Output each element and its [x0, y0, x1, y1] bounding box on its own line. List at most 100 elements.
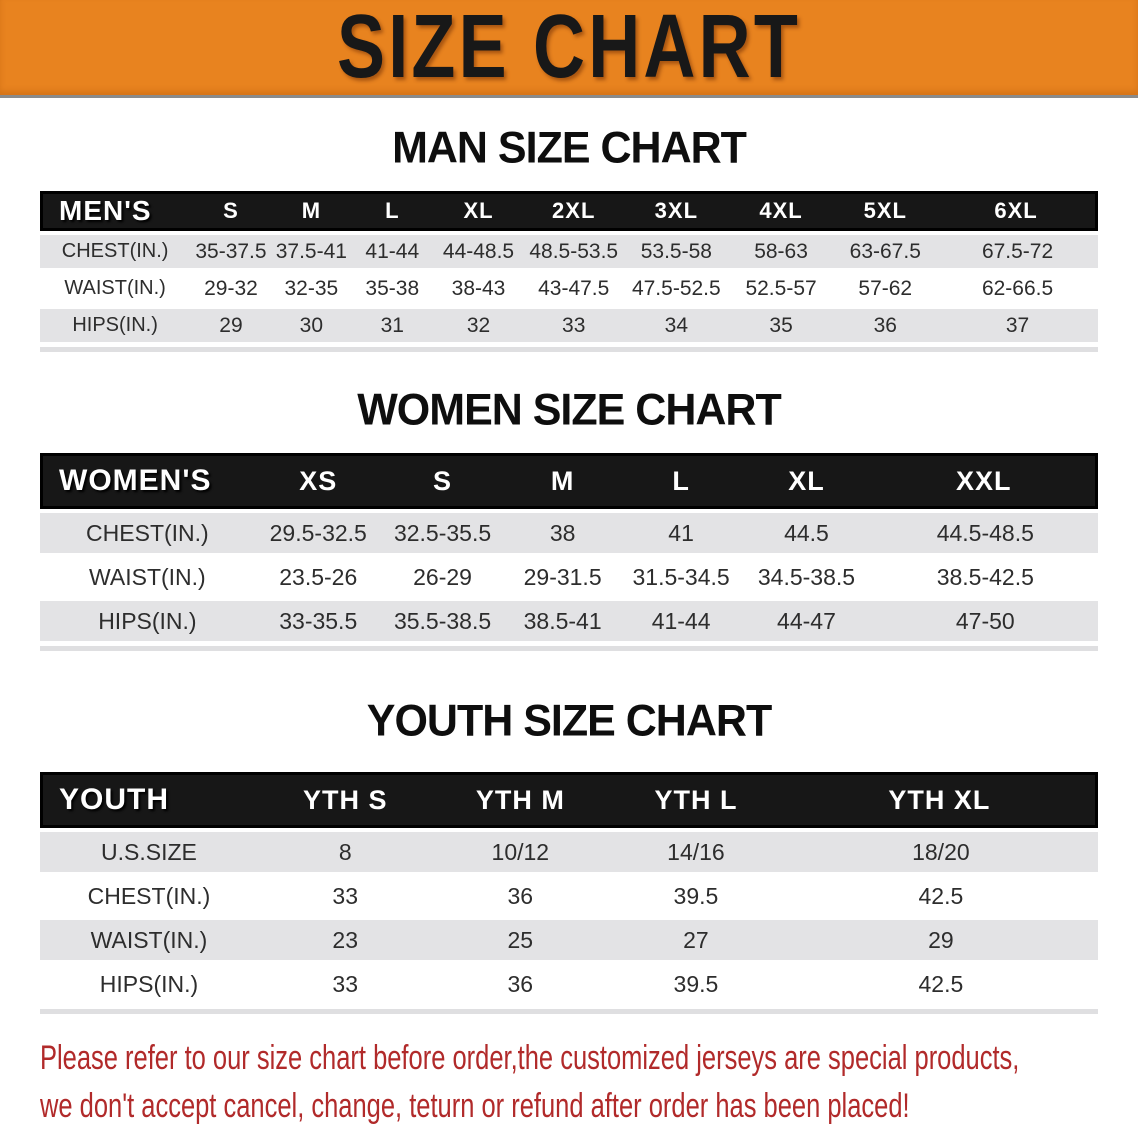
size-value-cell: 42.5: [783, 964, 1098, 1004]
size-column-header: YTH XL: [783, 772, 1098, 828]
women-waist-row: WAIST(IN.) 23.5-26 26-29 29-31.5 31.5-34…: [40, 557, 1098, 597]
women-size-table: WOMEN'S XS S M L XL XXL CHEST(IN.) 29.5-…: [40, 449, 1098, 645]
size-value-cell: 44-48.5: [433, 235, 524, 268]
youth-ussize-row: U.S.SIZE 8 10/12 14/16 18/20: [40, 832, 1098, 872]
row-label: CHEST(IN.): [40, 513, 255, 553]
size-value-cell: 38-43: [433, 272, 524, 305]
row-label: U.S.SIZE: [40, 832, 258, 872]
men-section-title: MAN SIZE CHART: [392, 123, 747, 173]
disclaimer-line-2: we don't accept cancel, change, teturn o…: [40, 1087, 910, 1125]
row-label: CHEST(IN.): [40, 876, 258, 916]
men-header-row: MEN'S S M L XL 2XL 3XL 4XL 5XL 6XL: [40, 191, 1098, 231]
size-value-cell: 44.5: [740, 513, 873, 553]
size-value-cell: 38.5-41: [503, 601, 622, 641]
size-value-cell: 42.5: [783, 876, 1098, 916]
size-value-cell: 29: [783, 920, 1098, 960]
size-value-cell: 37: [937, 309, 1098, 342]
size-value-cell: 29: [190, 309, 272, 342]
women-chest-row: CHEST(IN.) 29.5-32.5 32.5-35.5 38 41 44.…: [40, 513, 1098, 553]
size-value-cell: 41-44: [351, 235, 434, 268]
women-hips-row: HIPS(IN.) 33-35.5 35.5-38.5 38.5-41 41-4…: [40, 601, 1098, 641]
size-value-cell: 35: [728, 309, 834, 342]
size-value-cell: 38: [503, 513, 622, 553]
size-column-header: S: [381, 453, 504, 509]
women-header-label: WOMEN'S: [40, 453, 255, 509]
size-value-cell: 32.5-35.5: [381, 513, 504, 553]
youth-header-label: YOUTH: [40, 772, 258, 828]
size-value-cell: 32: [433, 309, 524, 342]
size-value-cell: 44-47: [740, 601, 873, 641]
size-value-cell: 62-66.5: [937, 272, 1098, 305]
size-column-header: M: [271, 191, 352, 231]
size-column-header: 6XL: [937, 191, 1098, 231]
row-label: HIPS(IN.): [40, 964, 258, 1004]
size-value-cell: 10/12: [432, 832, 609, 872]
size-column-header: XL: [740, 453, 873, 509]
youth-table-bottom-strip: [40, 1009, 1098, 1014]
size-value-cell: 8: [257, 832, 433, 872]
size-value-cell: 33: [257, 876, 433, 916]
size-value-cell: 25: [432, 920, 609, 960]
youth-chest-row: CHEST(IN.) 33 36 39.5 42.5: [40, 876, 1098, 916]
women-section-title: WOMEN SIZE CHART: [357, 385, 782, 435]
banner-title: SIZE CHART: [337, 0, 801, 97]
size-value-cell: 44.5-48.5: [872, 513, 1098, 553]
size-column-header: 4XL: [728, 191, 834, 231]
size-column-header: L: [351, 191, 434, 231]
size-value-cell: 47-50: [872, 601, 1098, 641]
youth-hips-row: HIPS(IN.) 33 36 39.5 42.5: [40, 964, 1098, 1004]
size-value-cell: 41: [621, 513, 741, 553]
size-value-cell: 33: [257, 964, 433, 1004]
men-waist-row: WAIST(IN.) 29-32 32-35 35-38 38-43 43-47…: [40, 272, 1098, 305]
row-label: WAIST(IN.): [40, 920, 258, 960]
size-value-cell: 39.5: [608, 964, 784, 1004]
size-value-cell: 33-35.5: [254, 601, 382, 641]
size-value-cell: 34: [623, 309, 729, 342]
disclaimer-line-1: Please refer to our size chart before or…: [40, 1039, 1020, 1077]
size-value-cell: 31: [351, 309, 434, 342]
size-column-header: XS: [254, 453, 382, 509]
size-value-cell: 67.5-72: [937, 235, 1098, 268]
size-column-header: M: [503, 453, 622, 509]
size-value-cell: 31.5-34.5: [621, 557, 741, 597]
youth-size-table: YOUTH YTH S YTH M YTH L YTH XL U.S.SIZE …: [40, 768, 1098, 1008]
size-value-cell: 34.5-38.5: [740, 557, 873, 597]
size-value-cell: 23.5-26: [254, 557, 382, 597]
size-value-cell: 18/20: [783, 832, 1098, 872]
size-chart-banner: SIZE CHART: [0, 0, 1138, 98]
size-column-header: XXL: [872, 453, 1098, 509]
row-label: HIPS(IN.): [40, 601, 255, 641]
size-value-cell: 57-62: [833, 272, 938, 305]
size-value-cell: 27: [608, 920, 784, 960]
size-value-cell: 29-31.5: [503, 557, 622, 597]
size-value-cell: 30: [271, 309, 352, 342]
men-chest-row: CHEST(IN.) 35-37.5 37.5-41 41-44 44-48.5…: [40, 235, 1098, 268]
size-value-cell: 39.5: [608, 876, 784, 916]
row-label: HIPS(IN.): [40, 309, 191, 342]
row-label: WAIST(IN.): [40, 272, 191, 305]
size-column-header: YTH M: [432, 772, 609, 828]
size-column-header: 2XL: [523, 191, 624, 231]
size-value-cell: 35.5-38.5: [381, 601, 504, 641]
men-table-bottom-strip: [40, 347, 1098, 352]
disclaimer-notice: Please refer to our size chart before or…: [40, 1034, 1138, 1130]
youth-header-row: YOUTH YTH S YTH M YTH L YTH XL: [40, 772, 1098, 828]
size-value-cell: 58-63: [728, 235, 834, 268]
size-value-cell: 63-67.5: [833, 235, 938, 268]
youth-waist-row: WAIST(IN.) 23 25 27 29: [40, 920, 1098, 960]
men-header-label: MEN'S: [40, 191, 191, 231]
row-label: CHEST(IN.): [40, 235, 191, 268]
size-value-cell: 32-35: [271, 272, 352, 305]
size-value-cell: 36: [432, 876, 609, 916]
size-column-header: L: [621, 453, 741, 509]
size-value-cell: 29.5-32.5: [254, 513, 382, 553]
youth-section-title: YOUTH SIZE CHART: [366, 696, 772, 746]
size-column-header: YTH L: [608, 772, 784, 828]
size-value-cell: 35-37.5: [190, 235, 272, 268]
size-value-cell: 52.5-57: [728, 272, 834, 305]
size-value-cell: 48.5-53.5: [523, 235, 624, 268]
size-value-cell: 37.5-41: [271, 235, 352, 268]
size-value-cell: 38.5-42.5: [872, 557, 1098, 597]
size-value-cell: 36: [432, 964, 609, 1004]
size-column-header: XL: [433, 191, 524, 231]
